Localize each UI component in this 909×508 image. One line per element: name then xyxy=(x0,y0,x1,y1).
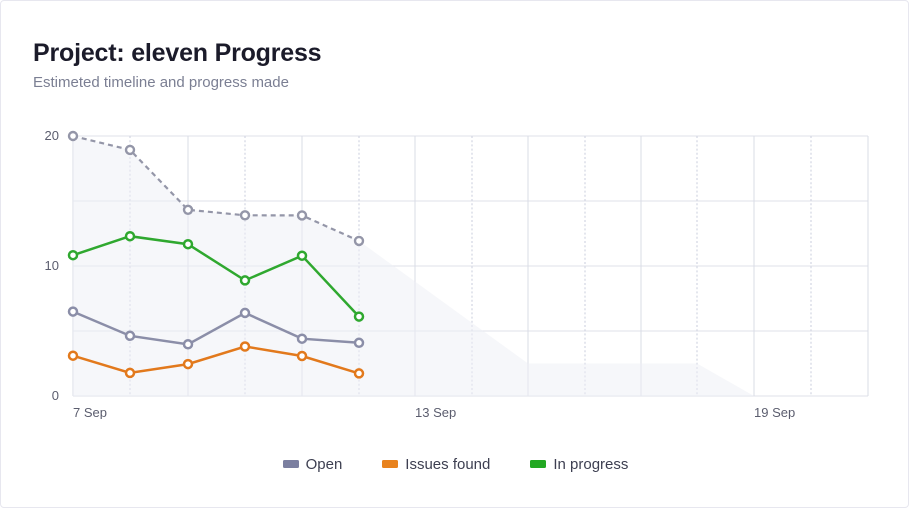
svg-text:10: 10 xyxy=(45,258,59,273)
svg-text:20: 20 xyxy=(45,128,59,143)
svg-text:13 Sep: 13 Sep xyxy=(415,405,456,419)
svg-text:0: 0 xyxy=(52,388,59,403)
svg-text:19 Sep: 19 Sep xyxy=(754,405,795,419)
svg-text:7 Sep: 7 Sep xyxy=(73,405,107,419)
